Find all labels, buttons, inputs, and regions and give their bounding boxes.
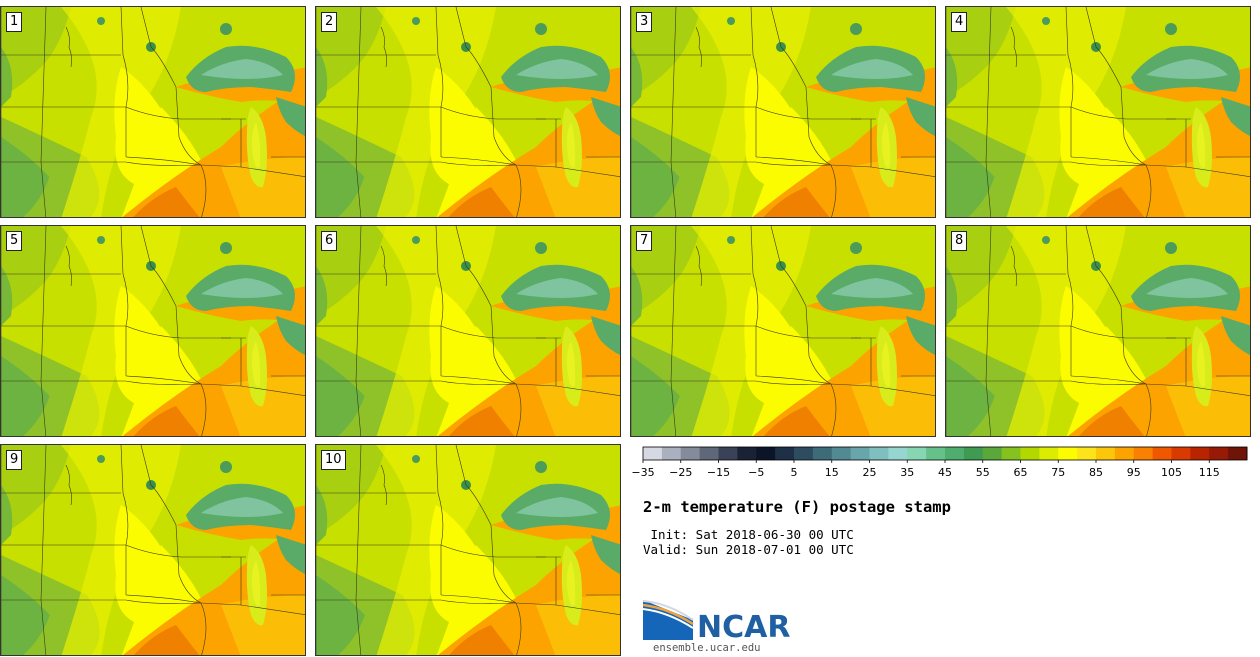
colorbar: −35 −25 −15 −5 5 15 25 35 45 55 65 75 85 95 105 115 (631, 446, 1248, 479)
member-number-label: 4 (951, 12, 968, 32)
colorbar-tick-label: 25 (863, 466, 877, 479)
colorbar-swatch (737, 447, 757, 460)
colorbar-swatch (699, 447, 719, 460)
member-number-label: 6 (321, 231, 338, 251)
colorbar-swatch (1096, 447, 1116, 460)
ncar-logo-text: NCAR (697, 610, 791, 645)
ensemble-url[interactable]: ensemble.ucar.edu (653, 642, 761, 654)
colorbar-swatch (775, 447, 795, 460)
ensemble-member-panel: 3 (630, 6, 936, 218)
ensemble-member-panel: 4 (945, 6, 1251, 218)
member-number-label: 2 (321, 12, 338, 32)
member-number-label: 1 (6, 12, 23, 32)
valid-time: Valid: Sun 2018-07-01 00 UTC (643, 542, 854, 557)
colorbar-swatch (1190, 447, 1210, 460)
ensemble-member-panel: 10 (315, 444, 621, 656)
colorbar-swatch (661, 447, 682, 460)
ensemble-member-panel: 6 (315, 225, 621, 437)
colorbar-swatch (982, 447, 1003, 460)
temperature-map (631, 226, 935, 436)
temperature-map (946, 226, 1250, 436)
colorbar-swatch (1058, 447, 1078, 460)
colorbar-swatch (1171, 447, 1191, 460)
colorbar-tick-label: 85 (1089, 466, 1103, 479)
ensemble-member-panel: 5 (0, 225, 306, 437)
member-number-label: 7 (636, 231, 653, 251)
ensemble-member-panel: 2 (315, 6, 621, 218)
temperature-map (1, 7, 305, 217)
colorbar-swatch (1209, 447, 1229, 460)
temperature-map (1, 226, 305, 436)
colorbar-swatch (907, 447, 927, 460)
member-number-label: 3 (636, 12, 653, 32)
temperature-map (316, 7, 620, 217)
colorbar-tick-label: 45 (938, 466, 952, 479)
member-number-label: 10 (321, 450, 346, 470)
colorbar-swatch (963, 447, 984, 460)
colorbar-tick-label: −25 (669, 466, 692, 479)
colorbar-tick-label: 5 (791, 466, 798, 479)
member-number-label: 5 (6, 231, 23, 251)
colorbar-swatch (1001, 447, 1021, 460)
colorbar-tick-label: −5 (748, 466, 764, 479)
temperature-map (316, 445, 620, 655)
colorbar-swatch (1114, 447, 1135, 460)
colorbar-swatch (888, 447, 908, 460)
colorbar-tick-label: 15 (825, 466, 839, 479)
colorbar-swatch (831, 447, 852, 460)
colorbar-swatch (680, 447, 701, 460)
colorbar-swatch (1077, 447, 1097, 460)
colorbar-swatch (850, 447, 870, 460)
colorbar-tick-label: 55 (976, 466, 990, 479)
init-time: Init: Sat 2018-06-30 00 UTC (643, 527, 854, 542)
temperature-map (1, 445, 305, 655)
colorbar-tick-label: 105 (1161, 466, 1182, 479)
colorbar-swatch (1020, 447, 1040, 460)
colorbar-swatch (869, 447, 889, 460)
colorbar-tick-label: 35 (900, 466, 914, 479)
temperature-map (316, 226, 620, 436)
ncar-logo-icon (643, 600, 694, 640)
colorbar-tick-label: 65 (1014, 466, 1028, 479)
ensemble-member-panel: 8 (945, 225, 1251, 437)
colorbar-swatch (794, 447, 814, 460)
temperature-map (946, 7, 1250, 217)
colorbar-swatch (1133, 447, 1154, 460)
colorbar-swatch (926, 447, 946, 460)
ensemble-member-panel: 9 (0, 444, 306, 656)
colorbar-swatch (643, 447, 663, 460)
member-number-label: 8 (951, 231, 968, 251)
colorbar-tick-label: 75 (1051, 466, 1065, 479)
colorbar-tick-label: −35 (631, 466, 654, 479)
colorbar-swatch (718, 447, 738, 460)
temperature-map (631, 7, 935, 217)
colorbar-swatch (1228, 447, 1248, 460)
colorbar-swatch (1039, 447, 1059, 460)
colorbar-swatch (945, 447, 965, 460)
product-title: 2-m temperature (F) postage stamp (643, 498, 951, 516)
ensemble-member-panel: 7 (630, 225, 936, 437)
colorbar-tick-label: 115 (1199, 466, 1220, 479)
member-number-label: 9 (6, 450, 23, 470)
colorbar-tick-label: 95 (1127, 466, 1141, 479)
colorbar-swatch (1152, 447, 1172, 460)
colorbar-swatch (812, 447, 833, 460)
colorbar-swatch (756, 447, 776, 460)
colorbar-tick-label: −15 (707, 466, 730, 479)
ensemble-member-panel: 1 (0, 6, 306, 218)
